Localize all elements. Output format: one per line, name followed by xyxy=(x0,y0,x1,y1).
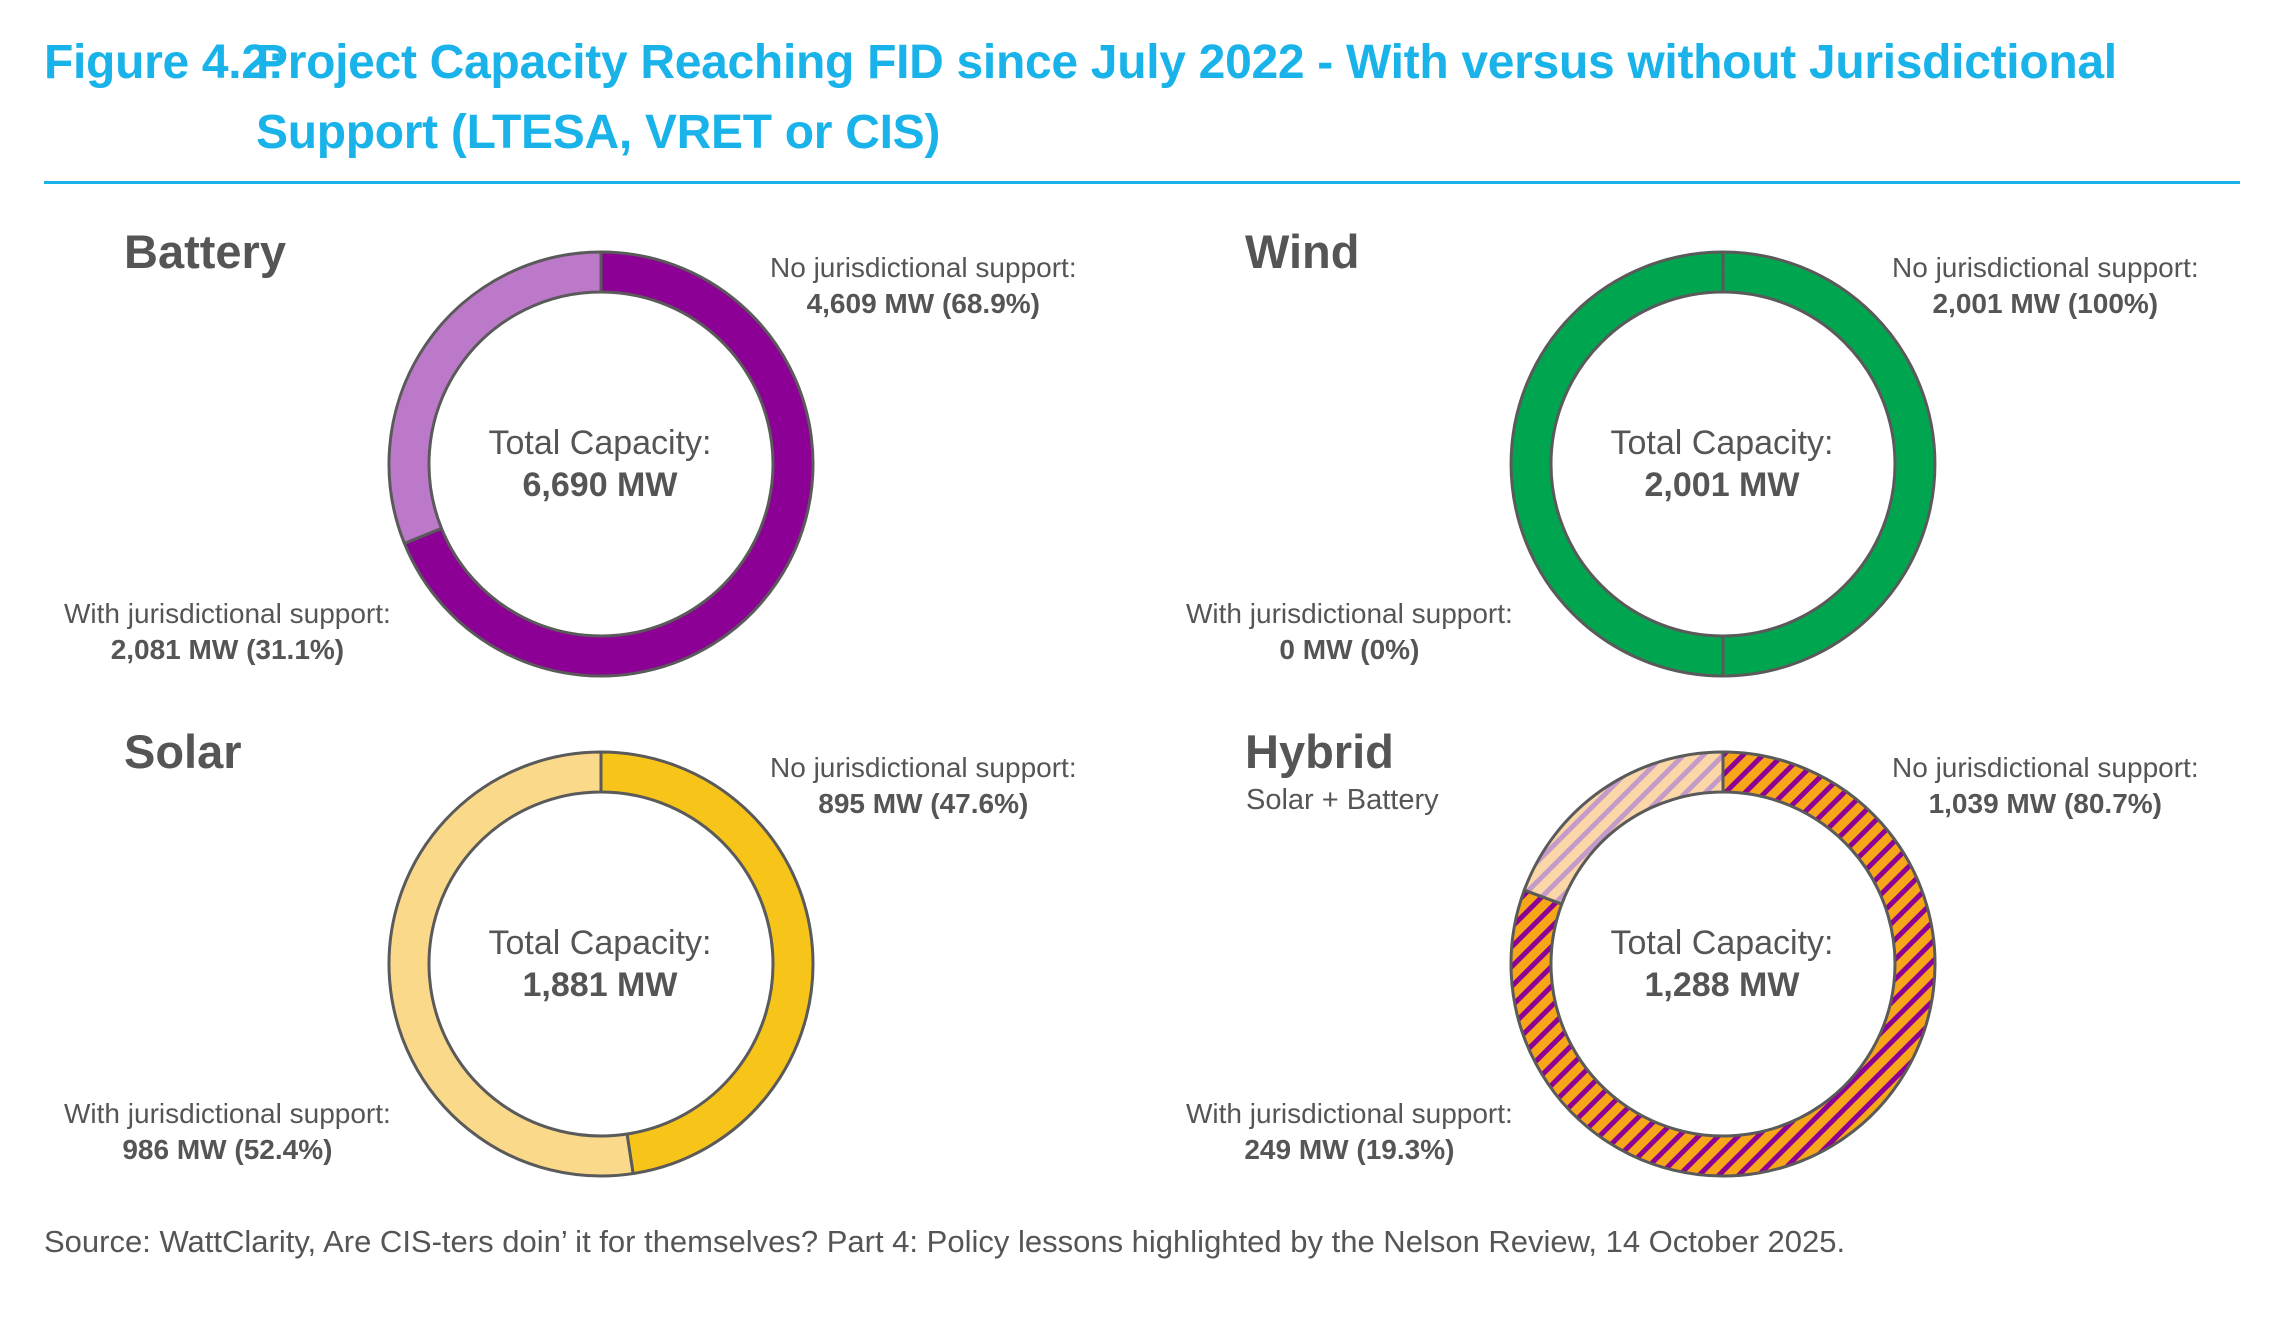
label-name: No jurisdictional support: xyxy=(770,252,1077,283)
donut-segment-with-support xyxy=(387,750,635,1178)
center-text: Total Capacity: 6,690 MW xyxy=(420,422,780,506)
label-name: No jurisdictional support: xyxy=(770,752,1077,783)
panel-title: Wind xyxy=(1245,225,1360,278)
label-value: 0 MW (0%) xyxy=(1279,634,1420,665)
center-label: Total Capacity: xyxy=(488,424,712,462)
figure-title: Project Capacity Reaching FID since July… xyxy=(256,28,2246,168)
donut-solar xyxy=(387,750,815,1178)
label-with-support: With jurisdictional support: 2,081 MW (3… xyxy=(64,596,391,668)
label-value: 2,001 MW (100%) xyxy=(1932,288,2159,319)
label-name: With jurisdictional support: xyxy=(64,598,391,629)
label-value: 249 MW (19.3%) xyxy=(1244,1134,1455,1165)
panel-title: Solar xyxy=(124,725,242,778)
center-text: Total Capacity: 2,001 MW xyxy=(1542,422,1902,506)
label-value: 1,039 MW (80.7%) xyxy=(1928,788,2162,819)
donut-segment-with-support xyxy=(387,250,603,545)
label-with-support: With jurisdictional support: 986 MW (52.… xyxy=(64,1096,391,1168)
donut-battery xyxy=(387,250,815,678)
center-label: Total Capacity: xyxy=(1610,424,1834,462)
label-name: No jurisdictional support: xyxy=(1892,252,2199,283)
source-note: Source: WattClarity, Are CIS-ters doin’ … xyxy=(44,1224,1846,1259)
donut-segment-no-support xyxy=(599,750,815,1176)
label-name: With jurisdictional support: xyxy=(1186,1098,1513,1129)
center-label: Total Capacity: xyxy=(488,924,712,962)
donut-segment-with-support xyxy=(1522,750,1725,906)
label-no-support: No jurisdictional support: 4,609 MW (68.… xyxy=(770,250,1077,322)
figure-title-line2: Support (LTESA, VRET or CIS) xyxy=(256,106,941,159)
donut-segment-no-support xyxy=(1509,250,1937,678)
panel-title: Battery xyxy=(124,225,286,278)
label-no-support: No jurisdictional support: 2,001 MW (100… xyxy=(1892,250,2199,322)
center-text: Total Capacity: 1,288 MW xyxy=(1542,922,1902,1006)
label-with-support: With jurisdictional support: 0 MW (0%) xyxy=(1186,596,1513,668)
label-name: With jurisdictional support: xyxy=(1186,598,1513,629)
figure-title-line1: Project Capacity Reaching FID since July… xyxy=(256,36,2117,89)
figure-label: Figure 4.2: xyxy=(44,36,284,89)
center-value: 2,001 MW xyxy=(1644,466,1800,504)
center-text: Total Capacity: 1,881 MW xyxy=(420,922,780,1006)
center-value: 6,690 MW xyxy=(522,466,678,504)
label-value: 986 MW (52.4%) xyxy=(122,1134,333,1165)
center-label: Total Capacity: xyxy=(1610,924,1834,962)
center-value: 1,881 MW xyxy=(522,966,678,1004)
donut-hybrid xyxy=(1509,750,1937,1178)
donut-segment-no-support xyxy=(1509,750,1937,1178)
label-no-support: No jurisdictional support: 1,039 MW (80.… xyxy=(1892,750,2199,822)
label-value: 4,609 MW (68.9%) xyxy=(806,288,1040,319)
panel-title: Hybrid xyxy=(1245,725,1394,778)
donut-wind xyxy=(1509,250,1937,678)
label-name: With jurisdictional support: xyxy=(64,1098,391,1129)
label-with-support: With jurisdictional support: 249 MW (19.… xyxy=(1186,1096,1513,1168)
label-no-support: No jurisdictional support: 895 MW (47.6%… xyxy=(770,750,1077,822)
label-value: 895 MW (47.6%) xyxy=(818,788,1029,819)
label-value: 2,081 MW (31.1%) xyxy=(110,634,345,665)
panel-subtitle: Solar + Battery xyxy=(1246,784,1439,816)
center-value: 1,288 MW xyxy=(1644,966,1800,1004)
title-divider xyxy=(44,181,2240,184)
donut-segment-no-support xyxy=(402,250,815,678)
label-name: No jurisdictional support: xyxy=(1892,752,2199,783)
